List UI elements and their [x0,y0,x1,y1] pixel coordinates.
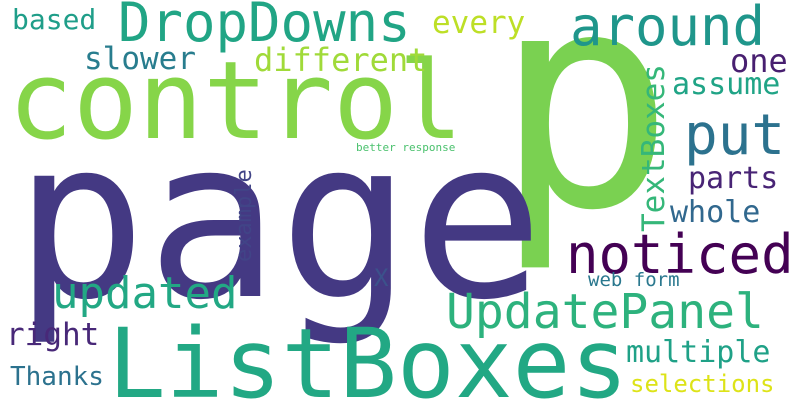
word-noticed: noticed [566,223,794,286]
word-assume: assume [672,67,781,102]
word-updatepanel: UpdatePanel [446,284,764,340]
word-listboxes: ListBoxes [108,308,629,400]
word-multiple: multiple [626,335,771,370]
word-around: around [570,0,766,58]
word-page: page [14,92,544,348]
word-selections: selections [630,370,775,398]
word-better-response: better response [356,141,456,154]
word-right: right [6,317,100,353]
word-different: different [254,41,428,79]
word-based: based [12,3,97,36]
word-control: control [8,39,464,164]
word-put: put [684,103,786,168]
word-dropdowns: DropDowns [118,0,411,54]
word-textboxes: TextBoxes [636,64,672,232]
word-slower: slower [84,41,196,77]
word-every: every [432,5,526,41]
word-updated: updated [52,268,238,319]
word-thanks: Thanks [10,362,104,392]
word-p: p [494,0,675,276]
word-parts: parts [688,161,779,196]
word-web-form: web form [588,269,680,291]
word-x: X [374,264,389,292]
word-example: example [232,169,257,262]
word-whole: whole [670,195,761,230]
word-one: one [730,42,788,80]
